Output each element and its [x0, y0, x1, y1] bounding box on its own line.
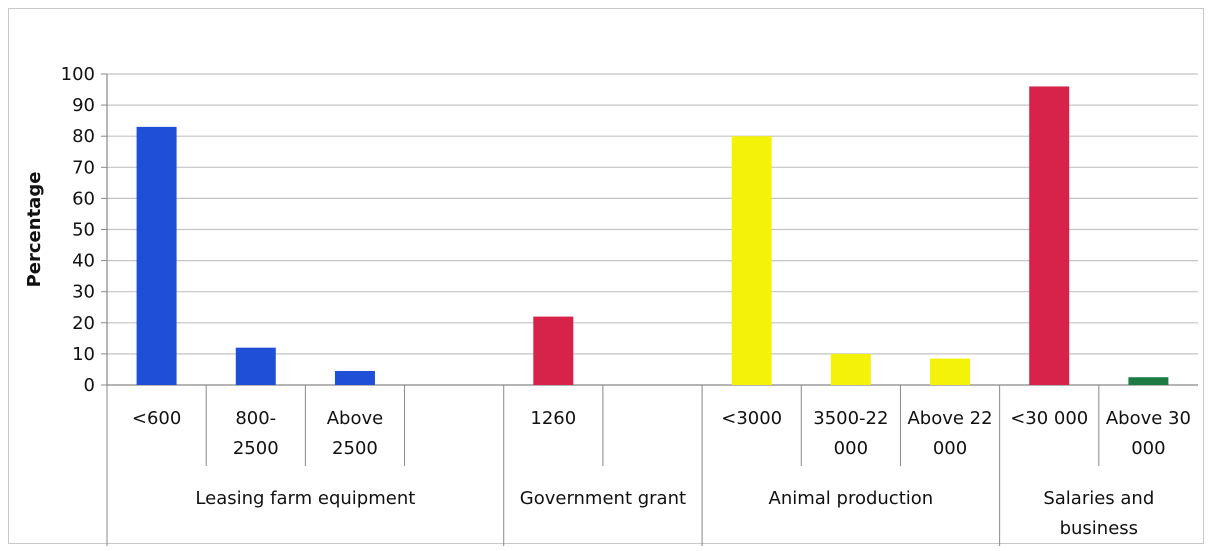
category-label-4-0: 1260	[530, 408, 576, 429]
category-label-9-0: <30 000	[1010, 408, 1088, 429]
y-axis-label: Percentage	[24, 172, 45, 288]
group-label-1-0: Government grant	[520, 488, 686, 509]
y-tick-label-70: 70	[72, 157, 95, 178]
group-label-0-0: Leasing farm equipment	[195, 488, 415, 509]
bar-7	[830, 353, 871, 385]
y-tick-label-0: 0	[84, 375, 95, 396]
y-tick-label-40: 40	[72, 251, 95, 272]
y-tick-label-90: 90	[72, 95, 95, 116]
group-label-2-0: Animal production	[769, 488, 934, 509]
bar-9	[1029, 86, 1070, 385]
category-label-10-1: 000	[1131, 438, 1165, 459]
bar-6	[731, 136, 772, 385]
category-label-8-0: Above 22	[907, 408, 992, 429]
category-label-2-0: Above	[327, 408, 383, 429]
y-tick-label-10: 10	[72, 344, 95, 365]
category-label-8-1: 000	[933, 438, 967, 459]
category-label-7-1: 000	[834, 438, 868, 459]
y-tick-label-60: 60	[72, 188, 95, 209]
y-tick-label-20: 20	[72, 313, 95, 334]
chart-frame	[8, 8, 1204, 544]
bar-0	[136, 126, 177, 386]
y-tick-label-100: 100	[61, 64, 95, 85]
category-label-1-0: 800-	[235, 408, 276, 429]
y-tick-label-80: 80	[72, 126, 95, 147]
group-label-3-1: business	[1060, 518, 1138, 539]
category-label-2-1: 2500	[332, 438, 378, 459]
category-label-0-0: <600	[132, 408, 181, 429]
bar-8	[930, 358, 971, 385]
bar-10	[1128, 377, 1169, 385]
bar-4	[533, 316, 574, 385]
category-label-7-0: 3500-22	[813, 408, 888, 429]
category-label-6-0: <3000	[721, 408, 782, 429]
category-label-10-0: Above 30	[1106, 408, 1191, 429]
bar-1	[235, 347, 276, 385]
y-tick-label-50: 50	[72, 220, 95, 241]
category-label-1-1: 2500	[233, 438, 279, 459]
group-label-3-0: Salaries and	[1043, 488, 1154, 509]
y-tick-label-30: 30	[72, 282, 95, 303]
bar-2	[334, 371, 375, 385]
